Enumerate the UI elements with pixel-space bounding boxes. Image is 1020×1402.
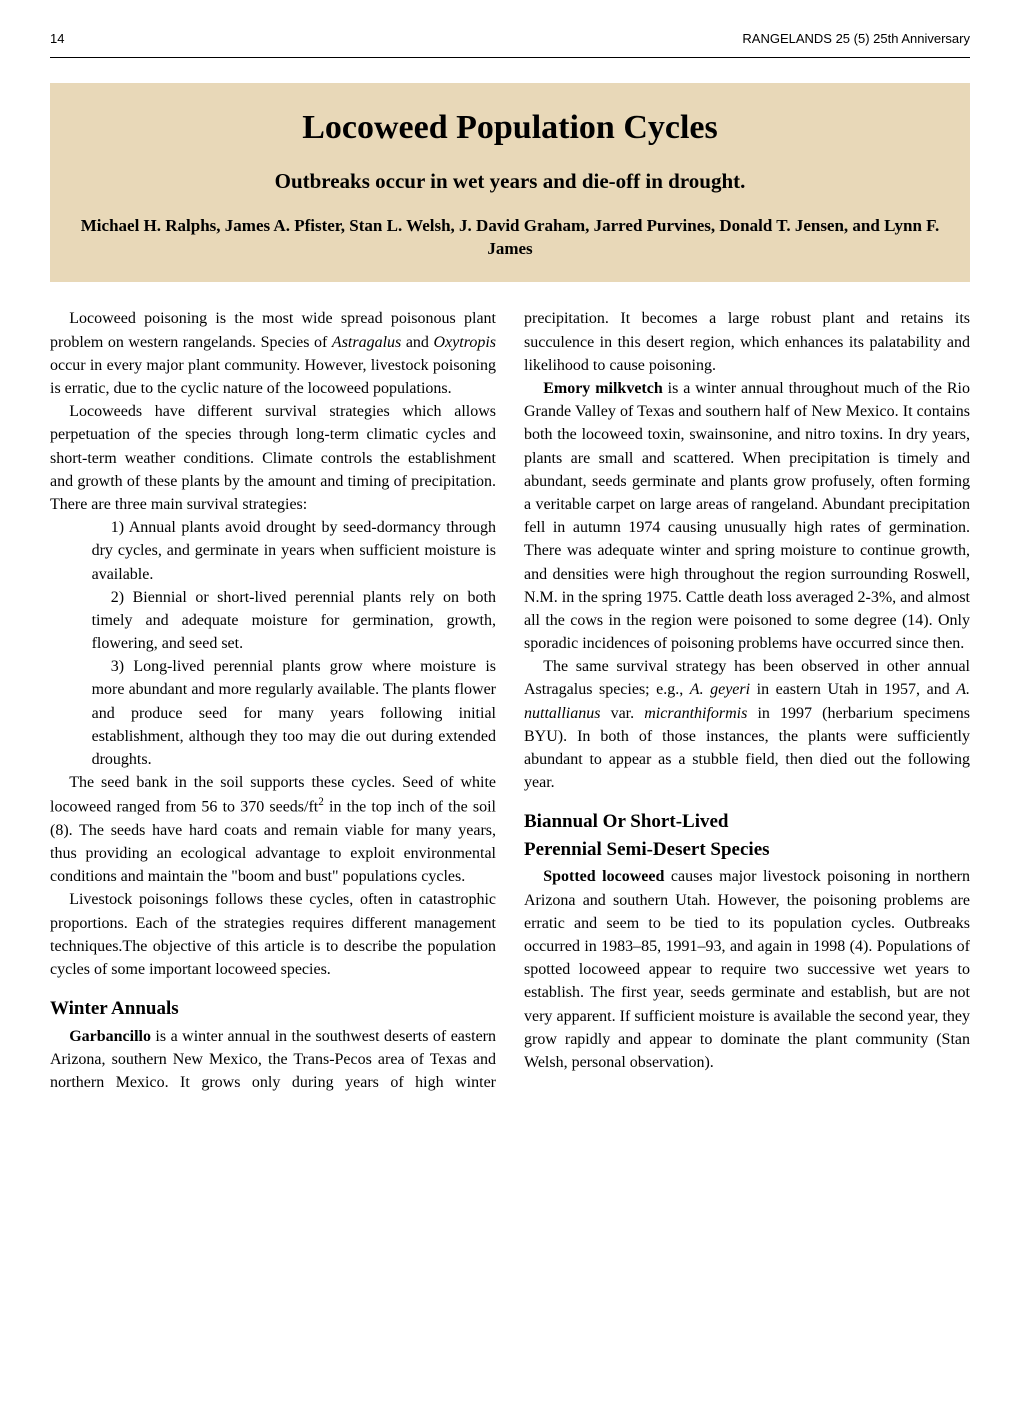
paragraph: Livestock poisonings follows these cycle… (50, 888, 496, 981)
section-heading: Winter Annuals (50, 995, 496, 1023)
list-item: 3) Long-lived perennial plants grow wher… (50, 655, 496, 771)
paragraph: The seed bank in the soil supports these… (50, 771, 496, 888)
page-number: 14 (50, 30, 64, 49)
paragraph: Emory milkvetch is a winter annual throu… (524, 377, 970, 655)
article-authors: Michael H. Ralphs, James A. Pfister, Sta… (80, 215, 940, 261)
article-subtitle: Outbreaks occur in wet years and die-off… (80, 166, 940, 196)
section-heading: Biannual Or Short-Lived Perennial Semi-D… (524, 808, 970, 863)
paragraph: Spotted locoweed causes major livestock … (524, 865, 970, 1074)
list-item: 1) Annual plants avoid drought by seed-d… (50, 516, 496, 586)
list-item: 2) Biennial or short-lived perennial pla… (50, 586, 496, 656)
paragraph: Locoweeds have different survival strate… (50, 400, 496, 516)
title-box: Locoweed Population Cycles Outbreaks occ… (50, 83, 970, 283)
paragraph: The same survival strategy has been obse… (524, 655, 970, 794)
page-header: 14 RANGELANDS 25 (5) 25th Anniversary (50, 30, 970, 58)
body-columns: Locoweed poisoning is the most wide spre… (50, 307, 970, 1094)
paragraph: Locoweed poisoning is the most wide spre… (50, 307, 496, 400)
article-title: Locoweed Population Cycles (80, 103, 940, 152)
journal-title: RANGELANDS 25 (5) 25th Anniversary (742, 30, 970, 49)
